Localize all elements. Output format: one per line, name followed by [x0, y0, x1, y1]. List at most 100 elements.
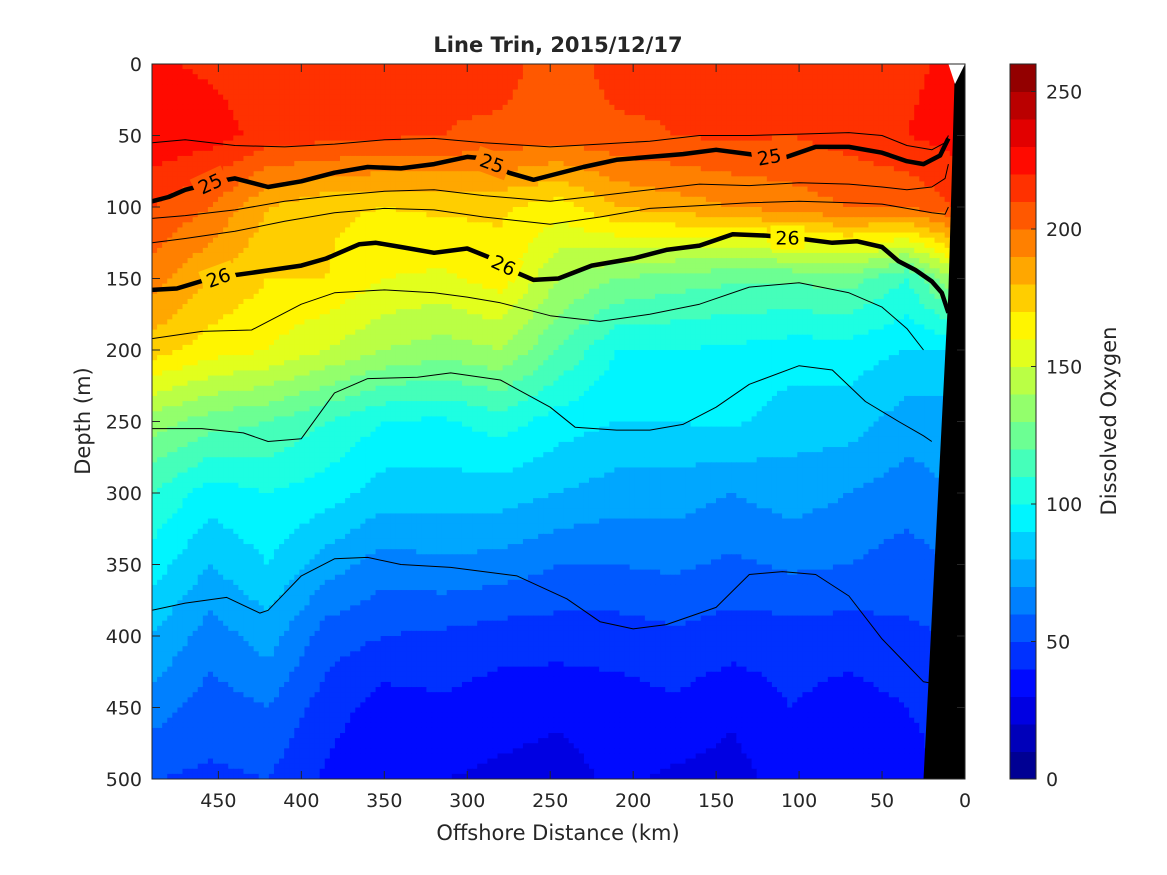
- field-cell: [212, 125, 219, 131]
- field-cell: [421, 130, 427, 137]
- field-cell: [202, 125, 209, 131]
- field-cell: [766, 191, 773, 198]
- field-cell: [705, 191, 712, 198]
- field-cell: [939, 135, 946, 142]
- field-cell: [721, 99, 727, 106]
- field-cell: [822, 196, 829, 203]
- field-cell: [934, 217, 941, 223]
- field-cell: [939, 212, 946, 218]
- field-cell: [543, 125, 549, 131]
- field-cell: [746, 135, 753, 142]
- field-cell: [634, 115, 641, 121]
- field-cell: [624, 186, 631, 193]
- field-cell: [248, 69, 255, 75]
- field-cell: [441, 217, 448, 223]
- field-cell: [685, 191, 692, 198]
- field-cell: [721, 130, 727, 137]
- field-cell: [685, 171, 692, 177]
- field-cell: [731, 207, 737, 213]
- field-cell: [716, 109, 722, 116]
- field-cell: [807, 212, 814, 218]
- field-cell: [528, 186, 534, 193]
- field-cell: [898, 120, 905, 126]
- field-cell: [289, 115, 295, 121]
- field-cell: [456, 135, 463, 142]
- field-cell: [878, 171, 885, 177]
- field-cell: [350, 89, 356, 96]
- field-cell: [904, 212, 910, 218]
- field-cell: [395, 161, 402, 167]
- field-cell: [284, 125, 290, 131]
- field-cell: [167, 145, 173, 152]
- field-cell: [543, 196, 549, 203]
- field-cell: [807, 191, 814, 198]
- field-cell: [548, 166, 555, 172]
- field-cell: [934, 140, 941, 147]
- field-cell: [543, 201, 549, 208]
- field-cell: [400, 109, 407, 116]
- field-cell: [700, 191, 707, 198]
- field-cell: [487, 89, 494, 96]
- field-cell: [441, 94, 448, 101]
- field-cell: [538, 94, 544, 101]
- field-cell: [893, 176, 900, 183]
- field-cell: [370, 69, 377, 75]
- field-cell: [898, 125, 905, 131]
- field-cell: [939, 171, 946, 177]
- field-cell: [334, 79, 341, 86]
- field-cell: [843, 94, 849, 101]
- field-cell: [568, 196, 575, 203]
- field-cell: [594, 150, 600, 157]
- field-cell: [700, 212, 707, 218]
- field-cell: [604, 155, 610, 162]
- field-cell: [243, 181, 250, 188]
- field-cell: [289, 201, 295, 208]
- field-cell: [289, 222, 295, 229]
- field-cell: [914, 115, 920, 121]
- field-cell: [695, 69, 702, 75]
- field-cell: [167, 79, 173, 86]
- field-cell: [914, 145, 920, 152]
- field-cell: [898, 191, 905, 198]
- field-cell: [558, 69, 565, 75]
- field-cell: [294, 201, 300, 208]
- field-cell: [177, 150, 184, 157]
- field-cell: [152, 74, 158, 80]
- field-cell: [370, 212, 377, 218]
- field-cell: [731, 104, 737, 111]
- field-cell: [538, 99, 544, 106]
- field-cell: [782, 217, 788, 223]
- field-cell: [279, 84, 285, 91]
- field-cell: [776, 176, 783, 183]
- field-cell: [451, 150, 458, 157]
- field-cell: [731, 79, 737, 86]
- field-cell: [355, 104, 361, 111]
- field-cell: [660, 74, 666, 80]
- field-cell: [248, 109, 255, 116]
- field-cell: [848, 171, 854, 177]
- field-cell: [304, 64, 311, 70]
- field-cell: [914, 191, 920, 198]
- field-cell: [807, 115, 814, 121]
- field-cell: [624, 217, 631, 223]
- field-cell: [395, 109, 402, 116]
- field-cell: [319, 115, 326, 121]
- field-cell: [797, 217, 803, 223]
- field-cell: [248, 166, 255, 172]
- field-cell: [832, 104, 839, 111]
- field-cell: [456, 217, 463, 223]
- field-cell: [675, 130, 682, 137]
- field-cell: [172, 196, 178, 203]
- field-cell: [822, 161, 829, 167]
- field-cell: [624, 176, 631, 183]
- field-cell: [426, 140, 433, 147]
- field-cell: [736, 99, 743, 106]
- field-cell: [218, 115, 224, 121]
- field-cell: [375, 109, 382, 116]
- field-cell: [182, 181, 189, 188]
- field-cell: [726, 201, 732, 208]
- field-cell: [324, 222, 331, 229]
- field-cell: [868, 84, 875, 91]
- field-cell: [279, 155, 285, 162]
- field-cell: [629, 84, 636, 91]
